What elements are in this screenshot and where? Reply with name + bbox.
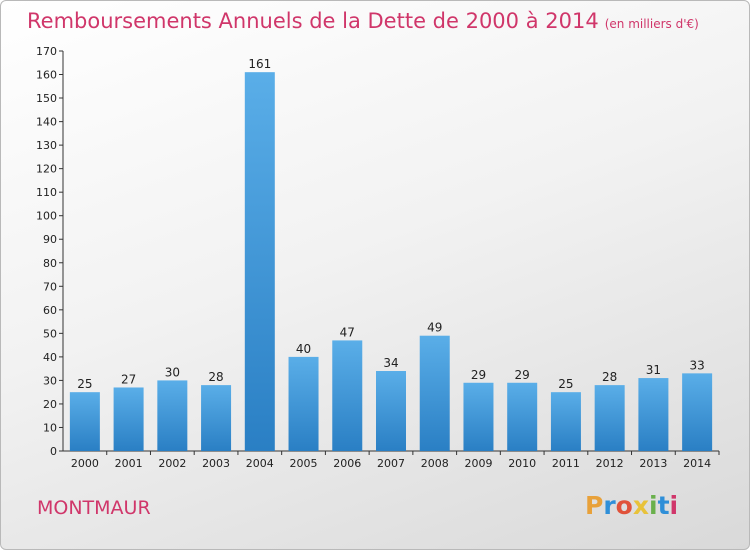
logo-letter: t — [657, 491, 670, 520]
x-tick-label: 2011 — [552, 457, 580, 470]
x-tick-label: 2012 — [596, 457, 624, 470]
bar — [376, 371, 406, 451]
chart-title: Remboursements Annuels de la Dette de 20… — [27, 9, 699, 33]
bar — [638, 378, 669, 451]
bar — [201, 385, 232, 451]
y-tick-label: 20 — [43, 398, 57, 411]
x-tick-label: 2000 — [71, 457, 99, 470]
y-tick-label: 10 — [43, 421, 57, 434]
bar-value-label: 49 — [427, 321, 442, 335]
bar — [113, 387, 144, 451]
bar-value-label: 29 — [515, 368, 530, 382]
y-tick-label: 40 — [43, 351, 57, 364]
bar-value-label: 28 — [602, 370, 617, 384]
y-tick-label: 70 — [43, 280, 57, 293]
logo-letter: r — [603, 491, 616, 520]
y-tick-label: 0 — [50, 445, 57, 458]
y-axis: 0 10 20 30 40 50 60 70 80 90 100 110 120 130 140 150 160… — [36, 45, 64, 458]
x-axis: 2000 2001 2002 2003 2004 2005 2006 2007 2008 2009… — [63, 450, 720, 470]
y-tick-label: 30 — [43, 374, 57, 387]
bar — [419, 335, 450, 451]
x-tick-label: 2002 — [158, 457, 186, 470]
bar — [244, 72, 275, 452]
logo-letter: i — [669, 491, 679, 520]
bars: 25 27 30 28 161 40 47 34 49 29 29 25 28 31 33 — [69, 57, 713, 452]
y-tick-label: 120 — [36, 163, 57, 176]
y-tick-label: 170 — [36, 45, 57, 58]
bar-value-label: 30 — [165, 365, 180, 379]
bar-value-label: 28 — [208, 370, 223, 384]
x-tick-label: 2006 — [333, 457, 361, 470]
x-tick-label: 2013 — [639, 457, 667, 470]
bar-value-label: 25 — [558, 377, 573, 391]
bar — [507, 382, 538, 451]
x-tick-label: 2005 — [290, 457, 318, 470]
proxiti-logo: Proxiti — [585, 491, 678, 520]
y-tick-label: 160 — [36, 69, 57, 82]
logo-letter: i — [649, 491, 658, 520]
bar — [69, 392, 100, 451]
y-tick-label: 60 — [43, 304, 57, 317]
bar-value-label: 29 — [471, 368, 486, 382]
bar-value-label: 161 — [248, 57, 271, 71]
x-tick-label: 2001 — [115, 457, 143, 470]
bar — [332, 340, 363, 451]
bar-value-label: 40 — [296, 342, 311, 356]
x-tick-label: 2003 — [202, 457, 230, 470]
bar — [463, 382, 494, 451]
bar-value-label: 34 — [383, 356, 398, 370]
bar — [594, 385, 625, 451]
x-tick-label: 2014 — [683, 457, 711, 470]
bar-value-label: 33 — [689, 358, 704, 372]
y-tick-label: 90 — [43, 233, 57, 246]
commune-name: MONTMAUR — [37, 497, 151, 519]
bar — [157, 380, 188, 451]
bar — [550, 392, 581, 451]
x-tick-label: 2009 — [464, 457, 492, 470]
logo-letter: o — [615, 491, 633, 520]
bar-value-label: 27 — [121, 372, 136, 386]
y-tick-label: 50 — [43, 327, 57, 340]
x-tick-label: 2004 — [246, 457, 274, 470]
bar — [682, 373, 713, 451]
x-tick-label: 2007 — [377, 457, 405, 470]
y-tick-label: 150 — [36, 92, 57, 105]
x-tick-label: 2010 — [508, 457, 536, 470]
bar — [288, 356, 319, 451]
chart-title-text: Remboursements Annuels de la Dette de 20… — [27, 9, 599, 33]
bar-value-label: 25 — [77, 377, 92, 391]
logo-letter: x — [632, 491, 649, 520]
y-tick-label: 140 — [36, 116, 57, 129]
y-tick-label: 80 — [43, 257, 57, 270]
chart-unit: (en milliers d'€) — [604, 17, 699, 31]
bar-value-label: 47 — [340, 325, 355, 339]
y-tick-label: 110 — [36, 186, 57, 199]
x-tick-label: 2008 — [421, 457, 449, 470]
y-tick-label: 100 — [36, 210, 57, 223]
logo-letter: P — [585, 491, 604, 520]
bar-value-label: 31 — [646, 363, 661, 377]
y-tick-label: 130 — [36, 139, 57, 152]
